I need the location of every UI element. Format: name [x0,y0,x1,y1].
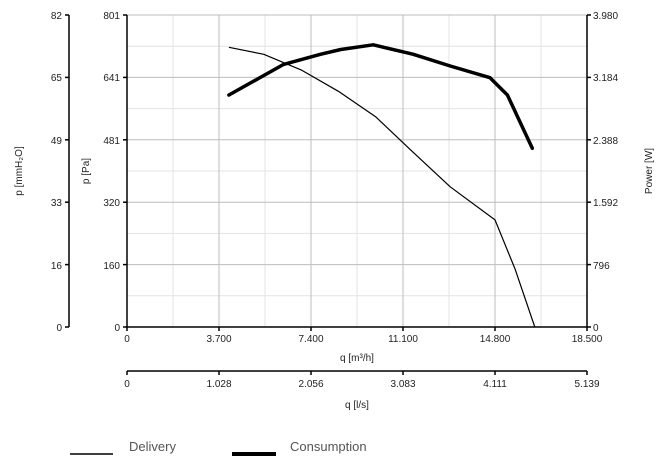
delivery-series-line [228,46,536,328]
x-tick-label-ls: 3.083 [390,379,415,390]
x-tick-label-m3h: 3.700 [206,334,231,345]
tick-marks [65,14,591,375]
y-tick-label-mmh2o: 33 [51,198,63,209]
y-tick-label-power: 1.592 [593,198,618,209]
y-tick-label-power: 0 [593,323,599,334]
x-tick-label-m3h: 11.100 [388,334,418,345]
y-axis-pa-title: p [Pa] [81,158,92,184]
y-tick-label-mmh2o: 0 [56,323,62,334]
x-tick-label-m3h: 0 [124,334,130,345]
y-tick-label-mmh2o: 82 [51,11,63,22]
y-tick-label-mmh2o: 49 [51,136,63,147]
y-tick-label-power: 796 [593,261,610,272]
y-ticks-pa: 801 641 481 320 160 0 [103,11,120,334]
consumption-series-line [227,43,535,151]
y-tick-label-power: 3.184 [593,73,618,84]
x-tick-label-m3h: 14.800 [480,334,511,345]
x-ticks-m3h: 0 3.700 7.400 11.100 14.800 18.500 [124,334,603,345]
legend-delivery-label: Delivery [129,439,176,454]
series-layer [227,43,536,328]
y-ticks-power: 3.980 3.184 2.388 1.592 796 0 [593,11,618,334]
y-tick-label-mmh2o: 16 [51,261,63,272]
y-tick-label-pa: 160 [103,261,120,272]
y-tick-label-pa: 641 [103,73,120,84]
legend: Delivery Consumption [70,439,367,456]
plot-area [126,14,588,328]
y-ticks-mmh2o: 82 65 49 33 16 0 [51,11,63,334]
y-tick-label-pa: 801 [103,11,120,22]
x-axis-secondary-title: q [l/s] [345,400,369,411]
y-axis-mmh2o-title: p [mmH₂O] [14,146,25,196]
y-axis-power-title: Power [W] [644,148,655,194]
x-tick-label-m3h: 7.400 [298,334,323,345]
x-axis-title: q [m³/h] [340,353,374,364]
x-tick-label-ls: 0 [124,379,130,390]
y-tick-label-pa: 481 [103,136,120,147]
x-tick-label-m3h: 18.500 [572,334,603,345]
x-tick-label-ls: 1.028 [206,379,231,390]
x-tick-label-ls: 2.056 [298,379,323,390]
y-tick-label-pa: 0 [114,323,120,334]
axes [68,15,588,372]
legend-consumption-label: Consumption [290,439,367,454]
y-tick-label-mmh2o: 65 [51,73,63,84]
x-ticks-ls: 0 1.028 2.056 3.083 4.111 5.139 [124,379,600,390]
y-tick-label-pa: 320 [103,198,120,209]
y-tick-label-power: 3.980 [593,11,618,22]
x-tick-label-ls: 5.139 [574,379,599,390]
y-tick-label-power: 2.388 [593,136,618,147]
x-tick-label-ls: 4.111 [483,379,507,390]
